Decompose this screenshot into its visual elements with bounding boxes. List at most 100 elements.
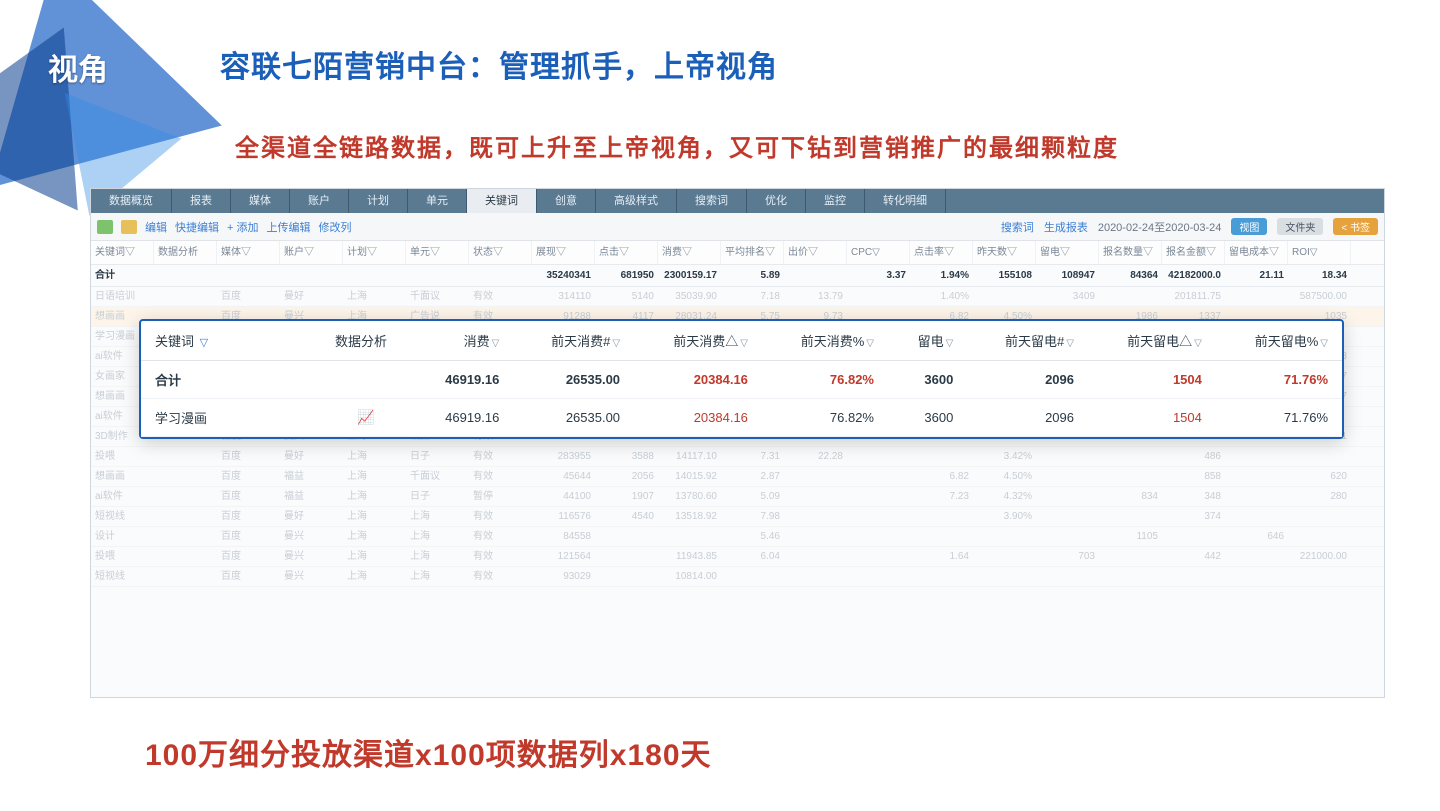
bg-header-cell[interactable]: CPC▽ <box>847 241 910 264</box>
bg-header-cell[interactable]: 关键词▽ <box>91 241 154 264</box>
popup-header-cell[interactable]: 前天留电%▽ <box>1216 321 1342 361</box>
tab-9[interactable]: 搜索词 <box>677 189 747 213</box>
bg-row: ai软件百度福益上海日子暂停44100190713780.605.097.234… <box>91 487 1384 507</box>
popup-header-cell[interactable]: 前天消费#▽ <box>513 321 634 361</box>
sort-icon[interactable]: ▽ <box>612 338 620 349</box>
popup-header-cell[interactable]: 前天留电△▽ <box>1088 321 1216 361</box>
bookmark-pill[interactable]: < 书签 <box>1333 218 1378 235</box>
bg-header-cell[interactable]: 留电成本▽ <box>1225 241 1288 264</box>
bg-total-cell <box>469 265 532 286</box>
bg-total-cell <box>217 265 280 286</box>
bg-grid-header: 关键词▽数据分析媒体▽账户▽计划▽单元▽状态▽展现▽点击▽消费▽平均排名▽出价▽… <box>91 241 1384 265</box>
bg-header-cell[interactable]: 点击率▽ <box>910 241 973 264</box>
chart-icon[interactable]: 📈 <box>357 409 374 425</box>
bg-row: 投喂百度曼兴上海上海有效12156411943.856.041.64703442… <box>91 547 1384 567</box>
sort-icon[interactable]: ▽ <box>740 338 748 349</box>
bg-header-cell[interactable]: 平均排名▽ <box>721 241 784 264</box>
page-title: 容联七陌营销中台：管理抓手，上帝视角 <box>220 42 778 86</box>
bg-row: 设计百度曼兴上海上海有效845585.461105646 <box>91 527 1384 547</box>
bg-header-cell[interactable]: 展现▽ <box>532 241 595 264</box>
search-button[interactable]: 搜索词 <box>1001 219 1034 235</box>
popup-total-row: 合计46919.1626535.0020384.1676.82%36002096… <box>141 361 1342 399</box>
quick-edit-button[interactable]: 快捷编辑 <box>175 219 219 235</box>
sort-icon[interactable]: ▽ <box>1320 338 1328 349</box>
bg-total-cell <box>280 265 343 286</box>
bg-total-cell: 合计 <box>91 265 154 286</box>
bg-total-cell: 21.11 <box>1225 265 1288 286</box>
bg-row: 投喂百度曼好上海日子有效283955358814117.107.3122.283… <box>91 447 1384 467</box>
tab-3[interactable]: 账户 <box>290 189 349 213</box>
popup-total-cell: 1504 <box>1088 361 1216 399</box>
popup-total-cell: 合计 <box>141 361 321 399</box>
bg-row: 短视线百度曼好上海上海有效116576454013518.927.983.90%… <box>91 507 1384 527</box>
popup-total-cell: 76.82% <box>762 361 888 399</box>
bg-header-cell[interactable]: 消费▽ <box>658 241 721 264</box>
gen-report-button[interactable]: 生成报表 <box>1044 219 1088 235</box>
bg-header-cell[interactable]: 状态▽ <box>469 241 532 264</box>
tab-2[interactable]: 媒体 <box>231 189 290 213</box>
popup-data-cell: 26535.00 <box>513 399 634 437</box>
tab-10[interactable]: 优化 <box>747 189 806 213</box>
file-pill[interactable]: 文件夹 <box>1277 218 1323 235</box>
popup-total-cell: 71.76% <box>1216 361 1342 399</box>
bg-grid-total-row: 合计352403416819502300159.175.893.371.94%1… <box>91 265 1384 287</box>
edit-button[interactable]: 编辑 <box>145 219 167 235</box>
sort-icon[interactable]: ▽ <box>1066 338 1074 349</box>
modify-columns-button[interactable]: 修改列 <box>318 219 351 235</box>
tab-8[interactable]: 高级样式 <box>596 189 677 213</box>
popup-header-cell[interactable]: 留电▽ <box>888 321 967 361</box>
popup-data-cell: 📈 <box>321 399 411 437</box>
popup-total-cell: 3600 <box>888 361 967 399</box>
upload-button[interactable]: 上传编辑 <box>266 219 310 235</box>
pause-icon[interactable] <box>121 220 137 234</box>
bg-total-cell <box>343 265 406 286</box>
toolbar: 编辑 快捷编辑 + 添加 上传编辑 修改列 搜索词 生成报表 2020-02-2… <box>91 213 1384 241</box>
play-icon[interactable] <box>97 220 113 234</box>
bg-total-cell: 3.37 <box>847 265 910 286</box>
bg-header-cell[interactable]: 单元▽ <box>406 241 469 264</box>
bg-header-cell[interactable]: 报名数量▽ <box>1099 241 1162 264</box>
add-button[interactable]: + 添加 <box>227 219 258 235</box>
bg-row: 日语培训百度曼好上海千面议有效314110514035039.907.1813.… <box>91 287 1384 307</box>
sort-icon[interactable]: ▽ <box>866 338 874 349</box>
popup-header-cell[interactable]: 数据分析 <box>321 321 411 361</box>
bg-header-cell[interactable]: 媒体▽ <box>217 241 280 264</box>
tab-0[interactable]: 数据概览 <box>91 189 172 213</box>
screenshot-panel: 数据概览报表媒体账户计划单元关键词创意高级样式搜索词优化监控转化明细 编辑 快捷… <box>90 188 1385 698</box>
popup-header-cell[interactable]: 前天消费△▽ <box>634 321 762 361</box>
bg-header-cell[interactable]: 账户▽ <box>280 241 343 264</box>
bg-header-cell[interactable]: 昨天数▽ <box>973 241 1036 264</box>
tab-1[interactable]: 报表 <box>172 189 231 213</box>
filter-icon[interactable]: ▽ <box>200 337 208 349</box>
tab-4[interactable]: 计划 <box>349 189 408 213</box>
popup-header-cell[interactable]: 前天消费%▽ <box>762 321 888 361</box>
tabbar: 数据概览报表媒体账户计划单元关键词创意高级样式搜索词优化监控转化明细 <box>91 189 1384 213</box>
sort-icon[interactable]: ▽ <box>492 338 500 349</box>
bg-header-cell[interactable]: 报名金额▽ <box>1162 241 1225 264</box>
popup-header-cell[interactable]: 消费▽ <box>411 321 513 361</box>
popup-data-cell: 46919.16 <box>411 399 513 437</box>
bg-row: 想画画百度福益上海千面议有效45644205614015.922.876.824… <box>91 467 1384 487</box>
popup-header-cell[interactable]: 前天留电#▽ <box>967 321 1088 361</box>
bg-header-cell[interactable]: 计划▽ <box>343 241 406 264</box>
tab-6[interactable]: 关键词 <box>467 189 537 213</box>
bg-header-cell[interactable]: 点击▽ <box>595 241 658 264</box>
bg-header-cell[interactable]: 出价▽ <box>784 241 847 264</box>
popup-total-cell: 46919.16 <box>411 361 513 399</box>
sort-icon[interactable]: ▽ <box>946 338 954 349</box>
sort-icon[interactable]: ▽ <box>1194 338 1202 349</box>
bg-header-cell[interactable]: 数据分析 <box>154 241 217 264</box>
tab-5[interactable]: 单元 <box>408 189 467 213</box>
popup-header-cell[interactable]: 关键词 ▽ <box>141 321 321 361</box>
bg-total-cell: 108947 <box>1036 265 1099 286</box>
date-range[interactable]: 2020-02-24至2020-03-24 <box>1098 219 1222 235</box>
bg-header-cell[interactable]: 留电▽ <box>1036 241 1099 264</box>
tab-11[interactable]: 监控 <box>806 189 865 213</box>
tab-12[interactable]: 转化明细 <box>865 189 946 213</box>
bg-row: 短视线百度曼兴上海上海有效9302910814.00 <box>91 567 1384 587</box>
background-grid: 关键词▽数据分析媒体▽账户▽计划▽单元▽状态▽展现▽点击▽消费▽平均排名▽出价▽… <box>91 241 1384 697</box>
tab-7[interactable]: 创意 <box>537 189 596 213</box>
view-pill[interactable]: 视图 <box>1231 218 1267 235</box>
popup-data-cell: 2096 <box>967 399 1088 437</box>
bg-header-cell[interactable]: ROI▽ <box>1288 241 1351 264</box>
